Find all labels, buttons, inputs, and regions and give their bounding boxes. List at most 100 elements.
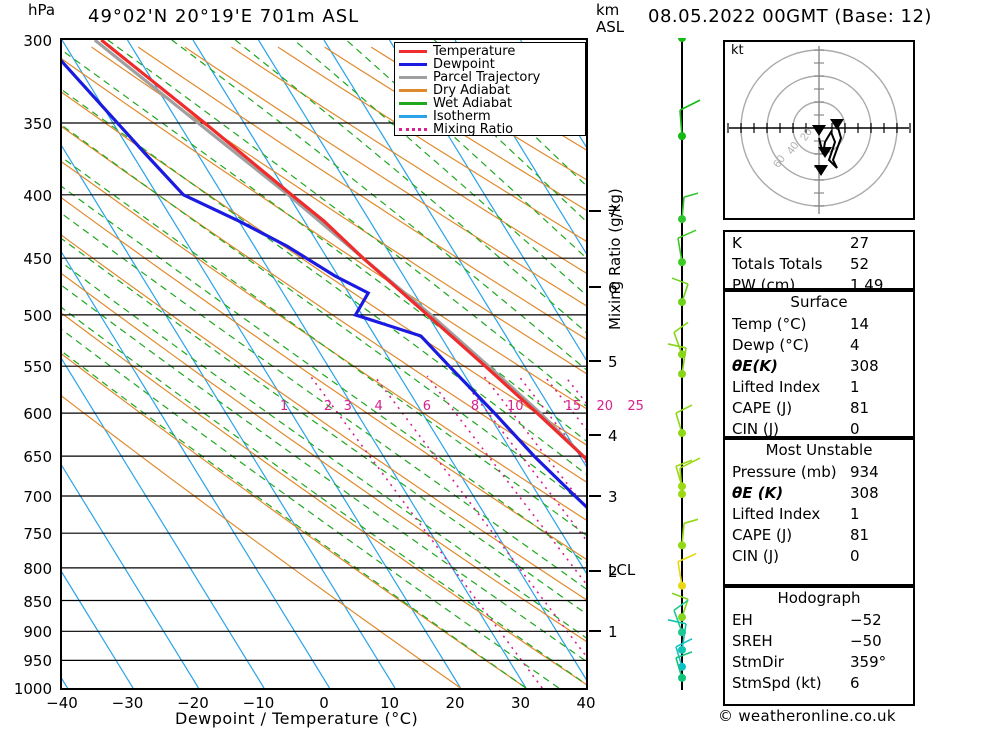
dry-adiabat-line bbox=[91, 46, 586, 375]
dry-adiabat-line bbox=[62, 91, 586, 446]
data-row-value: 4 bbox=[850, 335, 860, 354]
skewt-canvas bbox=[62, 40, 586, 688]
pressure-tick-label: 450 bbox=[23, 250, 52, 269]
data-row-value: 6 bbox=[850, 673, 860, 692]
data-row-value: 81 bbox=[850, 525, 870, 544]
isotherm-line bbox=[62, 571, 134, 688]
temperature-tick-label: −40 bbox=[46, 694, 78, 712]
panel-most-unstable: Most Unstable Pressure (mb) 934 θE (K) 308 Li… bbox=[723, 438, 915, 586]
data-row: θE(K) 308 bbox=[725, 355, 913, 376]
data-row: StmSpd (kt) 6 bbox=[725, 672, 913, 693]
altitude-tick-label: 1 bbox=[608, 623, 618, 642]
mixing-ratio-line bbox=[373, 375, 586, 658]
wind-barb bbox=[667, 619, 687, 654]
pressure-tick-label: 600 bbox=[23, 405, 52, 424]
dry-adiabat-line bbox=[417, 46, 586, 151]
data-row-value: 1 bbox=[850, 377, 860, 396]
altitude-tick-label: 4 bbox=[608, 427, 618, 446]
isotherm-line bbox=[323, 40, 586, 468]
data-row-value: 308 bbox=[850, 356, 879, 375]
pressure-tick-label: 750 bbox=[23, 525, 52, 544]
skewt-diagram[interactable] bbox=[60, 38, 588, 690]
data-row: Dewp (°C) 4 bbox=[725, 334, 913, 355]
dry-adiabat-line bbox=[62, 273, 586, 642]
data-row: Pressure (mb) 934 bbox=[725, 461, 913, 482]
hodograph-marker bbox=[814, 165, 828, 176]
altitude-tick-mark bbox=[589, 209, 601, 212]
legend-swatch bbox=[399, 115, 427, 118]
panel-hodograph-stats: Hodograph EH −52 SREH −50 StmDir 359° StmSpd (k… bbox=[723, 586, 915, 706]
wind-barb bbox=[675, 404, 693, 438]
pressure-tick-label: 300 bbox=[23, 32, 52, 50]
mixing-ratio-value-label: 8 bbox=[470, 399, 480, 414]
data-row-key: Lifted Index bbox=[732, 504, 821, 523]
pressure-tick-label: 500 bbox=[23, 306, 52, 325]
hodograph-ring-label: 40 bbox=[785, 140, 802, 157]
data-row: EH −52 bbox=[725, 609, 913, 630]
legend-item-wet-adiabat: Wet Adiabat bbox=[399, 97, 585, 110]
data-row-key: StmDir bbox=[732, 652, 784, 671]
pressure-tick-label: 350 bbox=[23, 114, 52, 133]
panel-title: Most Unstable bbox=[765, 441, 873, 459]
isotherm-line bbox=[62, 358, 265, 688]
hodograph-plot[interactable]: 20 40 60 bbox=[723, 36, 915, 220]
pressure-tick-label: 800 bbox=[23, 559, 52, 578]
dry-adiabat-line bbox=[62, 126, 586, 483]
hodograph-marker bbox=[830, 119, 844, 130]
wind-barb-strip bbox=[648, 11, 718, 690]
pressure-tick-label: 1000 bbox=[13, 680, 52, 698]
data-row-key: CAPE (J) bbox=[732, 525, 793, 544]
altitude-tick-mark bbox=[589, 434, 601, 437]
dry-adiabat-line bbox=[62, 58, 586, 410]
dewpoint-curve bbox=[62, 59, 586, 509]
dry-adiabat-line bbox=[231, 46, 586, 274]
wind-barb bbox=[678, 192, 699, 224]
pressure-tick-label: 900 bbox=[23, 623, 52, 642]
data-row-key: Temp (°C) bbox=[732, 314, 807, 333]
data-row-value: 1 bbox=[850, 504, 860, 523]
data-row-value: 14 bbox=[850, 314, 870, 333]
wind-barb bbox=[677, 552, 697, 590]
legend-item-parcel-trajectory: Parcel Trajectory bbox=[399, 71, 585, 84]
data-row-value: 52 bbox=[850, 254, 870, 273]
wet-adiabat-line bbox=[171, 40, 586, 371]
hodograph-ring-label: 20 bbox=[798, 126, 815, 143]
mixing-ratio-value-label: 2 bbox=[323, 399, 333, 414]
hodograph-ring-label: 60 bbox=[771, 153, 788, 170]
pressure-unit-label: hPa bbox=[28, 1, 56, 19]
legend-item-temperature: Temperature bbox=[399, 45, 585, 58]
data-row-value: 308 bbox=[850, 483, 879, 502]
wind-barb bbox=[677, 229, 697, 267]
dry-adiabat-line bbox=[62, 312, 586, 686]
mixing-ratio-value-label: 15 bbox=[564, 399, 582, 414]
data-row: CIN (J) 0 bbox=[725, 418, 913, 439]
data-row-key: CIN (J) bbox=[732, 419, 780, 438]
data-row-key: SREH bbox=[732, 631, 773, 650]
data-row-key: θE(K) bbox=[732, 356, 778, 375]
mixing-ratio-value-label: 25 bbox=[627, 399, 644, 414]
wind-barb bbox=[671, 592, 689, 622]
dry-adiabat-line bbox=[62, 234, 586, 601]
altitude-unit-label: km bbox=[596, 1, 620, 19]
legend-item-mixing-ratio: Mixing Ratio bbox=[399, 123, 585, 136]
dry-adiabat-line bbox=[557, 46, 586, 65]
wet-adiabat-line bbox=[234, 40, 586, 334]
data-row-value: −52 bbox=[850, 610, 882, 629]
mixing-ratio-line bbox=[309, 375, 543, 688]
wind-barb-canvas bbox=[667, 11, 701, 690]
data-row-key: Pressure (mb) bbox=[732, 462, 837, 481]
data-row: PW (cm) 1.49 bbox=[725, 274, 913, 295]
altitude-tick-mark bbox=[589, 360, 601, 363]
legend-item-dewpoint: Dewpoint bbox=[399, 58, 585, 71]
altitude-tick-mark bbox=[589, 286, 601, 289]
data-row: StmDir 359° bbox=[725, 651, 913, 672]
legend-label: Mixing Ratio bbox=[433, 122, 514, 137]
legend-swatch bbox=[399, 102, 427, 105]
dry-adiabat-line bbox=[62, 395, 461, 688]
legend-label: Wet Adiabat bbox=[433, 96, 513, 111]
data-row-key: θE (K) bbox=[732, 483, 784, 502]
altitude-tick-mark bbox=[589, 570, 601, 573]
isotherm-line bbox=[192, 40, 586, 681]
legend-label: Dry Adiabat bbox=[433, 83, 510, 98]
dry-adiabat-line bbox=[277, 46, 586, 242]
